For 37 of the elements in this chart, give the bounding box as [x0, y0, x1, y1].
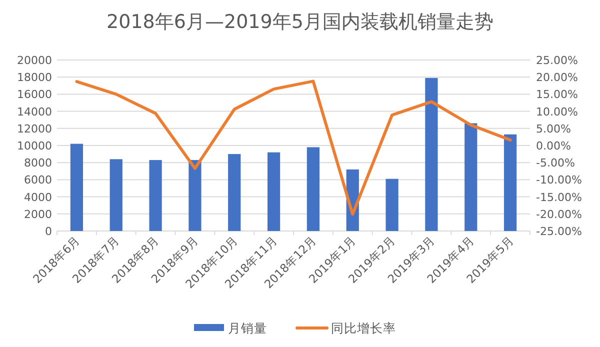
bar [504, 134, 517, 231]
y2-tick-label: 15.00% [536, 88, 578, 102]
y-tick-label: 20000 [17, 54, 52, 67]
y2-tick-label: -5.00% [536, 156, 575, 170]
y-tick-label: 16000 [17, 88, 52, 102]
bar [149, 160, 162, 231]
bar [464, 123, 478, 231]
y-tick-label: 4000 [24, 190, 52, 204]
bar [425, 78, 438, 231]
y-tick-label: 0 [45, 225, 52, 238]
y-tick-label: 12000 [17, 122, 52, 136]
bar [306, 147, 320, 231]
legend-label: 同比增长率 [331, 320, 396, 336]
bar [267, 152, 280, 231]
y2-tick-label: 20.00% [536, 71, 578, 84]
line-series [75, 80, 512, 216]
bar [188, 160, 202, 231]
bar [228, 154, 241, 231]
y2-tick-label: 25.00% [536, 54, 578, 67]
y-tick-label: 8000 [24, 156, 52, 170]
y-tick-label: 18000 [17, 71, 52, 84]
y2-tick-label: -15.00% [536, 190, 582, 204]
bar [70, 144, 84, 231]
legend-label: 月销量 [228, 320, 267, 336]
y2-tick-label: 5.00% [536, 122, 571, 136]
y2-tick-label: -10.00% [536, 174, 582, 187]
y2-tick-label: -20.00% [536, 208, 582, 221]
y-tick-label: 6000 [24, 174, 52, 187]
bar [386, 178, 398, 231]
y-tick-label: 10000 [17, 140, 52, 152]
bar [110, 159, 122, 231]
y2-tick-label: -25.00% [536, 225, 582, 238]
y-tick-label: 14000 [17, 105, 52, 118]
y2-tick-label: 10.00% [536, 105, 578, 118]
y-tick-label: 2000 [24, 208, 52, 221]
chart-title: 2018年6月—2019年5月国内装载机销量走势 [106, 11, 494, 33]
y2-tick-label: 0.00% [536, 140, 571, 152]
